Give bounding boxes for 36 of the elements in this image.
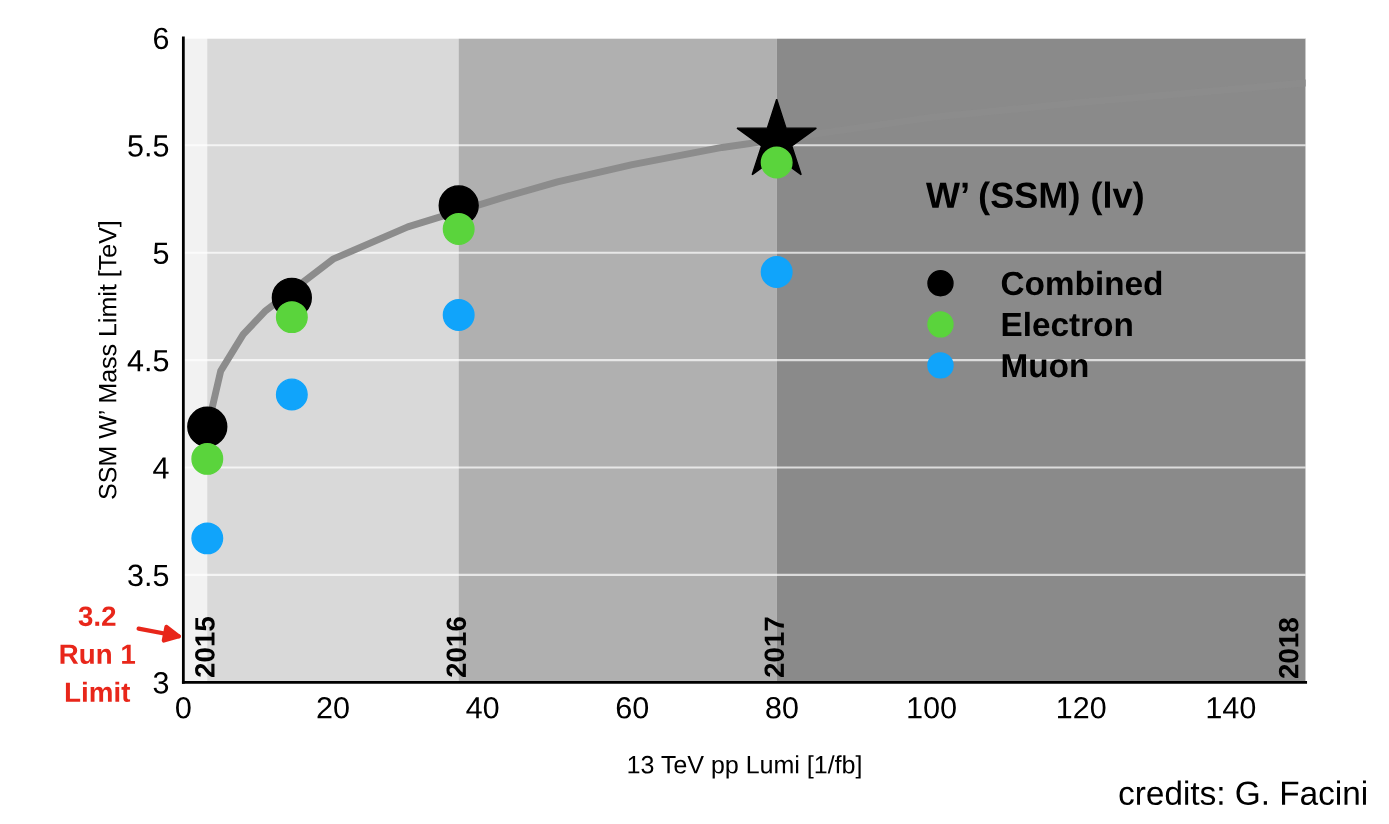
text: 3.2 Run 1 Limit — [60, 606, 136, 703]
point — [442, 299, 475, 331]
y-axis-title: SSM W’ Mass Limit [TeV] — [98, 222, 122, 499]
x-tick-label: 40 — [466, 696, 499, 719]
point — [191, 442, 224, 475]
y-tick-label: 3.5 — [128, 564, 169, 587]
y-tick-label: 3 — [153, 672, 169, 694]
y-tick-label: 4.5 — [127, 350, 169, 372]
point — [442, 213, 475, 246]
annotation: 2018 — [1278, 618, 1299, 679]
x-tick-label: 100 — [908, 696, 956, 719]
legend-label: Combined — [1001, 270, 1162, 296]
text: credits: G. Facini — [1119, 780, 1366, 806]
y-tick-label: 4 — [153, 457, 169, 479]
band-label: 2017 — [764, 617, 785, 678]
x-tick-label: 20 — [317, 696, 349, 719]
y-tick-label: 5 — [153, 242, 169, 265]
x-tick-label: 120 — [1058, 696, 1106, 719]
point — [187, 406, 228, 447]
y-tick-label: 6 — [154, 27, 169, 50]
x-tick-label: 140 — [1207, 696, 1256, 719]
x-tick-label: 80 — [766, 696, 798, 719]
point — [191, 522, 224, 555]
x-tick-label: 60 — [616, 696, 649, 719]
point — [760, 256, 793, 288]
legend-label: Muon — [1002, 354, 1088, 378]
legend-title: W’ (SSM) (lv) — [925, 181, 1143, 216]
x-axis-title: 13 TeV pp Lumi [1/fb] — [628, 755, 861, 779]
point — [760, 146, 793, 179]
point — [275, 301, 308, 334]
point — [275, 378, 308, 411]
x-tick-label: 0 — [176, 696, 191, 719]
y-tick-label: 5.5 — [128, 135, 169, 157]
legend-label: Electron — [1002, 311, 1132, 337]
band-label: 2016 — [446, 617, 467, 678]
band-label: 2015 — [195, 616, 215, 678]
